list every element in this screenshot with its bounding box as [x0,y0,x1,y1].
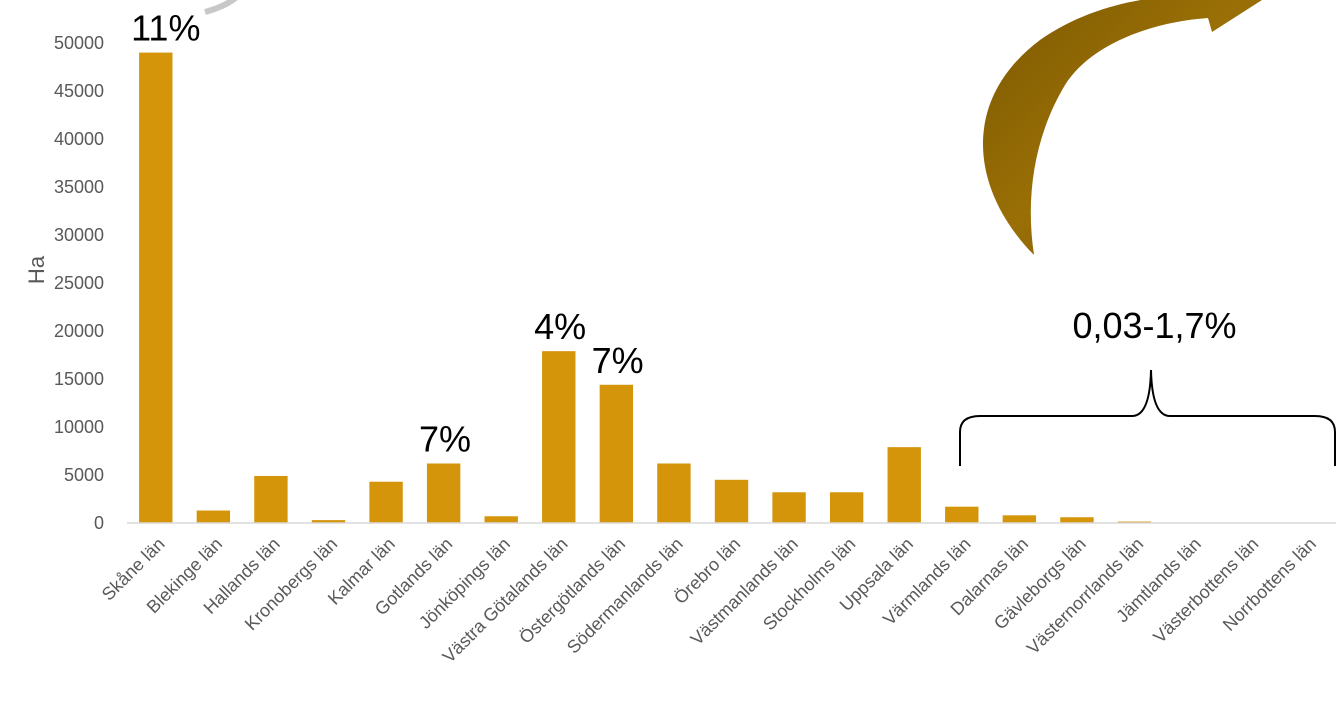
bar [254,475,288,523]
y-tick-label: 25000 [54,273,104,293]
y-tick-label: 15000 [54,369,104,389]
y-axis: 0 5000 10000 15000 20000 25000 30000 35000 40000… [54,33,104,533]
annotation-label: 7% [419,418,471,459]
y-tick-label: 35000 [54,177,104,197]
bars [139,52,1152,523]
bar [1060,517,1094,523]
annotation-label: 7% [592,340,644,381]
x-tick-label: Östergötlands län [515,534,629,648]
y-tick-label: 40000 [54,129,104,149]
decorative-arc [204,0,238,15]
bar [945,506,979,523]
range-brace [959,369,1336,466]
bar [369,481,403,523]
y-tick-label: 20000 [54,321,104,341]
y-tick-label: 30000 [54,225,104,245]
annotation-label: 0,03-1,7% [1072,305,1236,346]
bar [426,463,461,523]
bar [484,516,518,523]
y-tick-label: 10000 [54,417,104,437]
curved-arrow-icon [983,0,1262,255]
bar [772,492,806,523]
annotation-label: 4% [534,306,586,347]
x-tick-label: Södermanlands län [563,534,687,658]
bar [542,351,576,523]
annotations: 11%7%4%7%0,03-1,7% [131,8,1236,460]
y-axis-label: Ha [24,255,49,284]
y-tick-label: 45000 [54,81,104,101]
bar [829,492,864,523]
y-tick-label: 50000 [54,33,104,53]
bar [196,510,231,523]
x-tick-label: Västerbottens län [1149,534,1262,647]
bar [311,520,346,523]
bar [139,52,173,523]
y-tick-label: 0 [94,513,104,533]
x-tick-label: Västmanlands län [687,534,802,649]
bar [1002,515,1037,523]
y-tick-label: 5000 [64,465,104,485]
bar [887,447,921,523]
bar [599,384,634,523]
bar [714,479,749,523]
bar [657,463,691,523]
annotation-label: 11% [131,8,200,49]
